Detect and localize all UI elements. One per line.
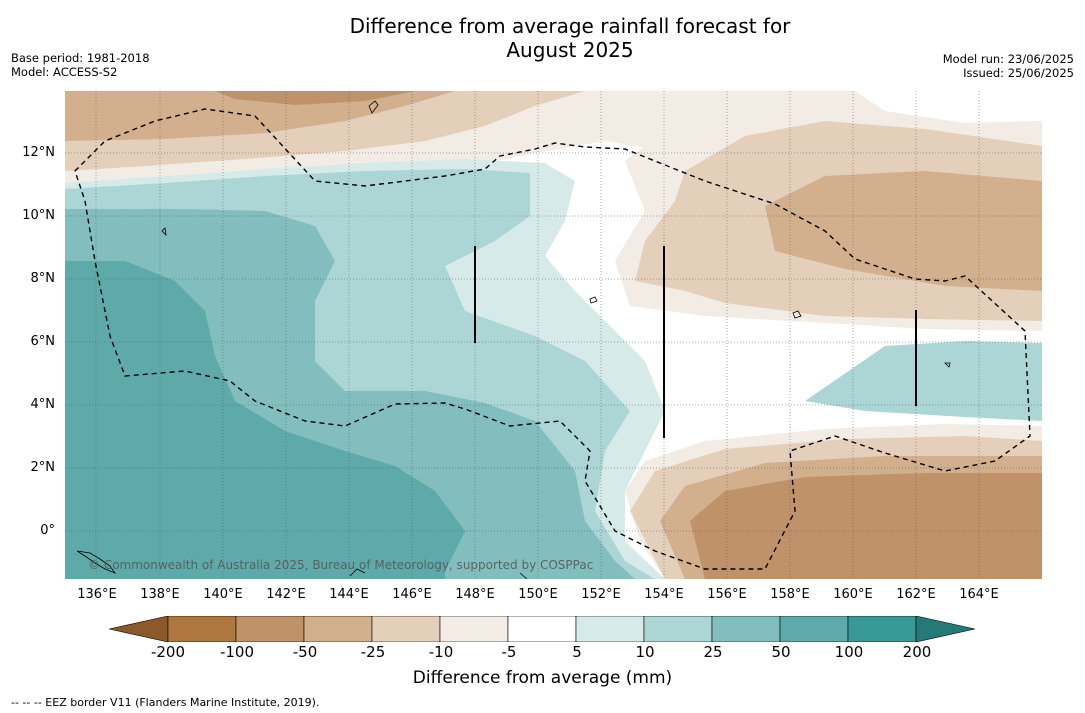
dry-zone-northeast-strong (765, 171, 1042, 291)
colorbar-segment (711, 616, 781, 642)
lon-label-156e: 156°E (707, 587, 747, 602)
indicator-bars (474, 246, 917, 438)
colorbar-tick-label: -10 (428, 643, 454, 661)
island-yap (161, 227, 167, 237)
colorbar-tick-label: 100 (834, 643, 864, 661)
islands (76, 100, 951, 579)
colorbar-tick-label: -50 (292, 643, 318, 661)
wet-zone-25-east (805, 341, 1042, 421)
lon-label-142e: 142°E (266, 587, 306, 602)
lat-label-6n: 6°N (30, 334, 56, 349)
colorbar-tick-label: 50 (771, 643, 791, 661)
title-line-1: Difference from average rainfall forecas… (349, 14, 791, 38)
lon-label-160e: 160°E (833, 587, 873, 602)
colorbar-tick-label: 25 (703, 643, 723, 661)
island-palau (76, 550, 117, 574)
lon-label-162e: 162°E (896, 587, 936, 602)
lon-label-152e: 152°E (581, 587, 621, 602)
title-line-2: August 2025 (506, 38, 634, 62)
eez-footnote: -- -- -- EEZ border V11 (Flanders Marine… (11, 696, 320, 709)
colorbar-segment (167, 616, 237, 642)
island-guam (368, 100, 379, 114)
colorbar-title: Difference from average (mm) (412, 668, 673, 688)
colorbar-segment (847, 616, 917, 642)
lon-label-136e: 136°E (77, 587, 117, 602)
meta-right: Model run: 23/06/2025 Issued: 25/06/2025 (943, 52, 1074, 80)
lat-label-12n: 12°N (22, 145, 55, 160)
colorbar-segment (439, 616, 509, 642)
lon-label-138e: 138°E (140, 587, 180, 602)
colorbar-tick-label: -100 (219, 643, 255, 661)
colorbar-segment (507, 616, 577, 642)
colorbar-tick-label: 5 (572, 643, 582, 661)
colorbar-extend-high (915, 616, 976, 642)
colorbar-segment (303, 616, 373, 642)
meta-left: Base period: 1981-2018 Model: ACCESS-S2 (11, 51, 150, 79)
lat-label-4n: 4°N (30, 397, 56, 412)
colorbar-segments (109, 616, 976, 642)
lon-label-164e: 164°E (959, 587, 999, 602)
colorbar-segment (643, 616, 713, 642)
lon-label-140e: 140°E (203, 587, 243, 602)
rainfall-map (65, 91, 1042, 579)
colorbar-segment (371, 616, 441, 642)
lat-label-10n: 10°N (22, 208, 55, 223)
issued-date: Issued: 25/06/2025 (963, 66, 1074, 80)
colorbar-segment (235, 616, 305, 642)
lon-label-150e: 150°E (518, 587, 558, 602)
model-name: Model: ACCESS-S2 (11, 65, 118, 79)
lon-label-154e: 154°E (644, 587, 684, 602)
colorbar (109, 616, 976, 642)
lon-label-158e: 158°E (770, 587, 810, 602)
lat-label-8n: 8°N (30, 271, 56, 286)
island-kosrae (944, 362, 951, 368)
lon-label-144e: 144°E (329, 587, 369, 602)
map-title: Difference from average rainfall forecas… (0, 14, 1085, 62)
dry-zone-southeast-core (690, 473, 1042, 579)
dry-zone-north-core (215, 91, 415, 105)
lon-label-148e: 148°E (455, 587, 495, 602)
dry-zone-north-strong (65, 91, 455, 141)
colorbar-tick-label: -200 (150, 643, 186, 661)
wet-zone-100 (65, 261, 465, 579)
model-run: Model run: 23/06/2025 (942, 52, 1074, 66)
colorbar-tick-label: -5 (501, 643, 517, 661)
lon-label-146e: 146°E (392, 587, 432, 602)
island-pohnpei (792, 310, 802, 319)
colorbar-tick-label: 10 (635, 643, 655, 661)
copyright-notice: © Commonwealth of Australia 2025, Bureau… (88, 558, 594, 572)
white-patch-top-right (855, 91, 1042, 123)
graticule (65, 91, 1042, 579)
lat-label-2n: 2°N (30, 460, 56, 475)
lat-label-0: 0° (40, 523, 55, 538)
colorbar-tick-label: -25 (360, 643, 386, 661)
colorbar-segment (779, 616, 849, 642)
island-chuuk (589, 296, 598, 304)
colorbar-tick-label: 200 (902, 643, 932, 661)
base-period: Base period: 1981-2018 (11, 51, 150, 65)
island-png-coast (349, 568, 528, 579)
colorbar-extend-low (109, 616, 169, 642)
colorbar-segment (575, 616, 645, 642)
